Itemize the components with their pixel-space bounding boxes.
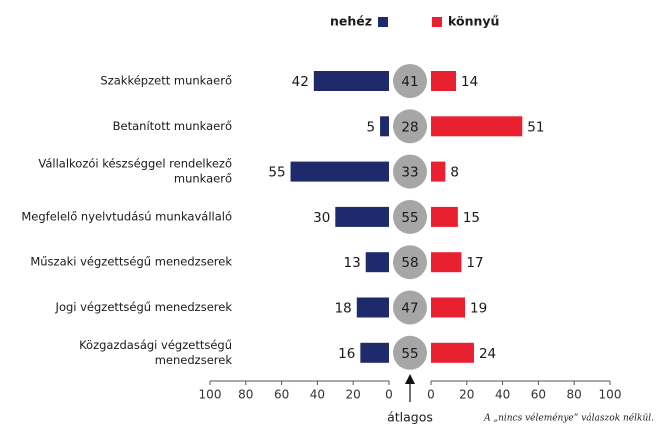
- value-label: 42: [292, 74, 309, 90]
- center-label: 58: [401, 255, 418, 271]
- value-label: 19: [470, 301, 487, 317]
- center-label: 55: [401, 210, 418, 226]
- center-marker: [393, 154, 427, 189]
- value-label: 8: [450, 165, 459, 181]
- value-label: 30: [313, 210, 330, 226]
- x-tick-label: 40: [310, 388, 325, 402]
- legend-swatch: [432, 17, 442, 27]
- category-label: Közgazdasági végzettségű: [79, 338, 232, 352]
- center-label: 55: [401, 346, 418, 362]
- bar: [431, 297, 466, 318]
- annotation: A „nincs véleménye” válaszok nélkül.: [483, 413, 654, 424]
- bar: [431, 342, 474, 363]
- bar: [380, 116, 389, 137]
- center-marker: [393, 199, 427, 234]
- value-label: 24: [479, 346, 496, 362]
- x-tick-label: 20: [346, 388, 361, 402]
- bar: [431, 116, 523, 137]
- value-label: 13: [344, 255, 361, 271]
- center-marker: [393, 335, 427, 370]
- x-tick-label: 80: [567, 388, 582, 402]
- legend-label: könnyű: [448, 14, 499, 29]
- center-marker: [393, 290, 427, 325]
- category-label: Vállalkozói készséggel rendelkező: [38, 157, 232, 171]
- arrow-head: [405, 374, 415, 384]
- category-label: Megfelelő nyelvtudású munkavállaló: [21, 209, 232, 223]
- value-label: 17: [466, 255, 483, 271]
- value-label: 55: [268, 165, 285, 181]
- bar: [335, 206, 389, 227]
- bar: [290, 161, 389, 182]
- category-label: Betanított munkaerő: [113, 119, 232, 133]
- category-label: Jogi végzettségű menedzserek: [55, 300, 233, 314]
- category-label: Szakképzett munkaerő: [100, 74, 232, 88]
- bar: [431, 161, 446, 182]
- x-tick-label: 60: [531, 388, 546, 402]
- bar: [365, 252, 389, 273]
- legend-label: nehéz: [330, 14, 372, 29]
- x-tick-label: 40: [495, 388, 510, 402]
- value-label: 51: [527, 119, 544, 135]
- center-marker: [393, 245, 427, 280]
- x-tick-label: 60: [274, 388, 289, 402]
- center-label: 41: [401, 74, 418, 90]
- x-tick-label: 100: [599, 388, 622, 402]
- legend-swatch: [378, 17, 388, 27]
- x-tick-label: 20: [459, 388, 474, 402]
- value-label: 18: [335, 301, 352, 317]
- bar: [313, 71, 389, 91]
- center-label: 47: [401, 301, 418, 317]
- center-marker: [393, 109, 427, 144]
- x-tick-label: 0: [385, 388, 393, 402]
- bar: [431, 71, 457, 91]
- center-label: 33: [401, 165, 418, 181]
- bar: [431, 206, 458, 227]
- annotation: átlagos: [387, 410, 433, 425]
- x-tick-label: 80: [238, 388, 253, 402]
- bar: [360, 342, 389, 363]
- x-tick-label: 100: [199, 388, 222, 402]
- category-label: Műszaki végzettségű menedzserek: [30, 255, 232, 269]
- bar: [431, 252, 462, 273]
- category-label: munkaerő: [174, 172, 232, 186]
- x-tick-label: 0: [427, 388, 435, 402]
- value-label: 5: [366, 119, 375, 135]
- value-label: 15: [463, 210, 480, 226]
- value-label: 14: [461, 74, 478, 90]
- value-label: 16: [338, 346, 355, 362]
- category-label: menedzserek: [155, 353, 233, 367]
- bar: [356, 297, 389, 318]
- center-label: 28: [401, 119, 418, 135]
- center-marker: [393, 64, 427, 98]
